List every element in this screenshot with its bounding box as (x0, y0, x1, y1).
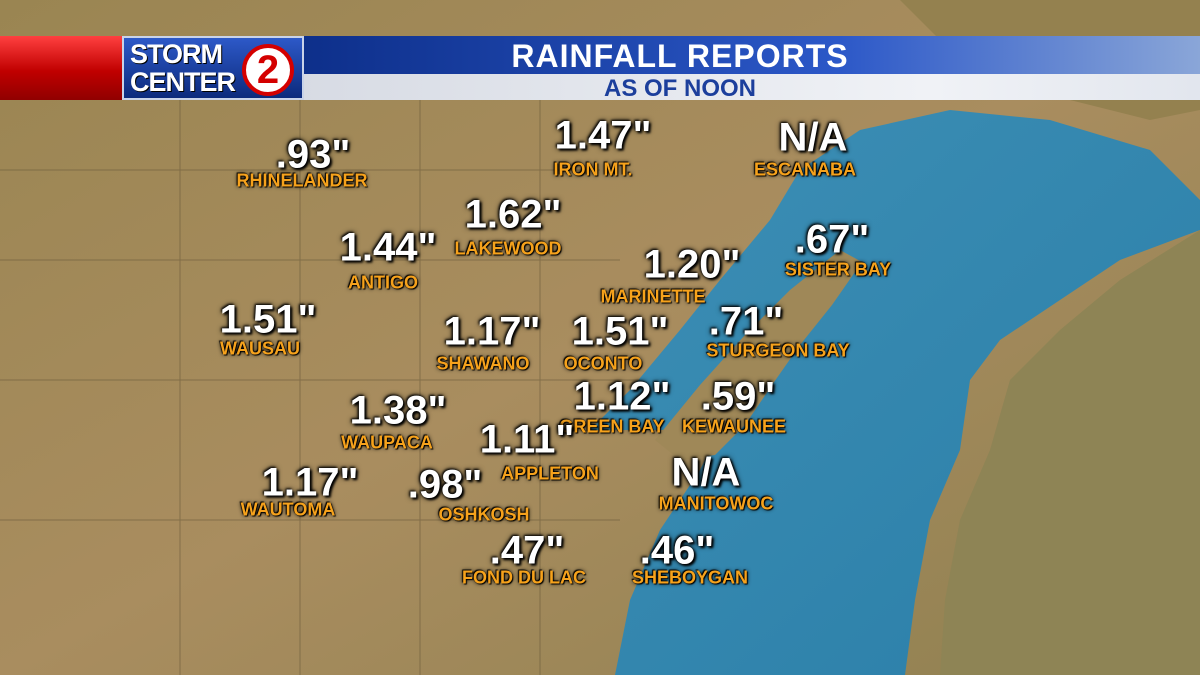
county-lines (0, 100, 640, 675)
rainfall-amount: .47" (489, 528, 565, 573)
header-subtitle-bar (300, 74, 1200, 100)
place-name: IRON MT. (553, 159, 633, 180)
rainfall-amount: 1.11" (479, 417, 575, 462)
place-name: MANITOWOC (658, 493, 774, 514)
rainfall-amount: 1.17" (261, 460, 359, 505)
lower-michigan (940, 230, 1200, 675)
place-name: ESCANABA (753, 159, 857, 180)
header-title-bar (300, 36, 1200, 74)
logo-text: CENTER (130, 67, 236, 97)
place-name: WAUPACA (341, 432, 433, 453)
rainfall-amount: .93" (275, 132, 351, 177)
rainfall-amount: 1.17" (443, 309, 541, 354)
rainfall-amount: .98" (407, 462, 483, 507)
lake (590, 110, 1200, 675)
place-name: FOND DU LAC (462, 567, 586, 588)
door-peninsula (655, 250, 862, 460)
rainfall-amount: N/A (671, 450, 741, 495)
place-name: SISTER BAY (784, 259, 892, 280)
rainfall-amount: 1.44" (339, 225, 437, 270)
place-name: WAUTOMA (240, 499, 336, 520)
place-name: OCONTO (563, 353, 643, 374)
place-name: MARINETTE (600, 286, 706, 307)
rainfall-amount: .46" (639, 528, 715, 573)
header-red-bar (0, 36, 130, 100)
place-name: GREEN BAY (559, 416, 665, 437)
place-name: RHINELANDER (236, 170, 368, 191)
place-name: KEWAUNEE (681, 416, 787, 437)
place-name: SHAWANO (436, 353, 530, 374)
subtitle: AS OF NOON (603, 75, 756, 102)
logo-text: STORM (130, 39, 223, 69)
rainfall-amount: N/A (778, 115, 848, 160)
place-name: APPLETON (501, 463, 599, 484)
rainfall-amount: .67" (794, 217, 870, 262)
title: RAINFALL REPORTS (511, 38, 849, 74)
place-name: LAKEWOOD (454, 238, 562, 259)
place-name: OSHKOSH (438, 504, 530, 525)
logo: STORM CENTER 2 (122, 36, 304, 100)
place-name: ANTIGO (348, 272, 418, 293)
rainfall-amount: 1.12" (573, 374, 671, 419)
rainfall-amount: 1.62" (464, 192, 562, 237)
rainfall-amount: 1.20" (643, 242, 741, 287)
logo-number: 2 (242, 44, 294, 96)
rainfall-amount: 1.47" (554, 113, 652, 158)
rainfall-amount: 1.51" (219, 297, 317, 342)
header: STORM CENTER 2 RAINFALL REPORTS AS OF NO… (0, 36, 1200, 102)
rainfall-amount: .71" (708, 299, 784, 344)
place-name: STURGEON BAY (706, 340, 850, 361)
rainfall-amount: .59" (700, 374, 776, 419)
place-name: WAUSAU (220, 338, 300, 359)
place-name: SHEBOYGAN (631, 567, 749, 588)
rainfall-amount: 1.51" (571, 309, 669, 354)
rainfall-amount: 1.38" (349, 388, 447, 433)
